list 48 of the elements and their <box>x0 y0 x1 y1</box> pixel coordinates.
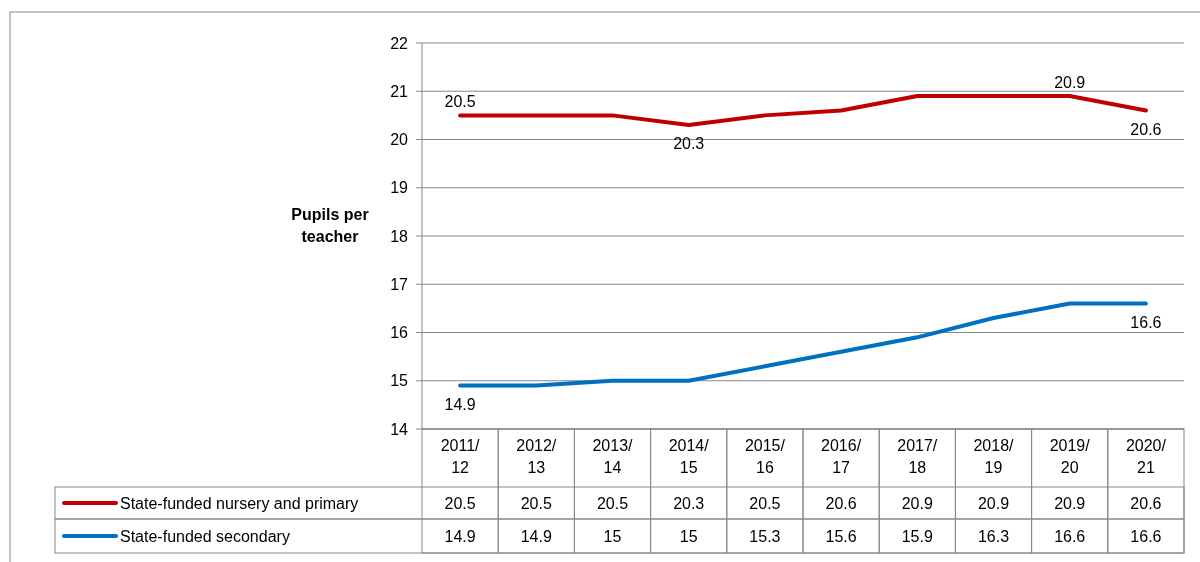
data-label: 16.6 <box>1130 527 1162 545</box>
x-tick-label: 2014/15 <box>668 437 710 476</box>
y-tick-label: 22 <box>390 34 409 52</box>
data-label: 14.9 <box>444 527 476 545</box>
data-label: 20.6 <box>825 494 857 512</box>
data-label: 20.5 <box>596 494 629 512</box>
annotation: 16.6 <box>1130 313 1162 331</box>
data-label: 20.9 <box>1054 494 1086 512</box>
annotation: 20.3 <box>673 135 705 153</box>
data-label: 20.5 <box>444 494 476 512</box>
x-tick-label: 2015/16 <box>744 437 786 476</box>
data-label: 15 <box>603 527 622 545</box>
data-label: 20.3 <box>673 494 705 512</box>
y-tick-label: 16 <box>390 324 409 342</box>
y-tick-label: 19 <box>390 179 409 197</box>
y-tick-label: 14 <box>390 420 409 438</box>
annotation: 14.9 <box>444 395 476 413</box>
data-label: 15.9 <box>901 527 933 545</box>
data-label: 16.3 <box>977 527 1010 545</box>
data-label: 20.9 <box>901 494 933 512</box>
y-tick-label: 18 <box>390 227 409 245</box>
x-tick-label: 2020/21 <box>1125 437 1167 476</box>
annotation: 20.5 <box>444 93 476 111</box>
legend-label: State-funded nursery and primary <box>120 494 359 512</box>
x-tick-label: 2013/14 <box>592 437 634 476</box>
x-tick-label: 2016/17 <box>821 437 862 476</box>
data-label: 14.9 <box>520 527 552 545</box>
data-label: 15.6 <box>825 527 857 545</box>
x-tick-label: 2011/12 <box>440 437 481 476</box>
annotation: 20.9 <box>1054 74 1086 92</box>
y-tick-label: 20 <box>390 131 409 149</box>
data-label: 16.6 <box>1054 527 1086 545</box>
data-label: 20.5 <box>749 494 781 512</box>
data-label: 15 <box>679 527 698 545</box>
data-label: 20.5 <box>520 494 552 512</box>
data-label: 15.3 <box>749 527 781 545</box>
x-tick-label: 2018/19 <box>973 437 1015 476</box>
x-tick-label: 2017/18 <box>897 437 938 476</box>
y-tick-label: 15 <box>390 372 409 390</box>
y-axis-title: Pupils per teacher <box>291 206 369 245</box>
x-tick-label: 2019/20 <box>1049 437 1091 476</box>
data-label: 20.9 <box>977 494 1010 512</box>
y-tick-label: 17 <box>390 275 409 293</box>
x-tick-label: 2012/13 <box>516 437 557 476</box>
legend-label: State-funded secondary <box>120 527 290 545</box>
y-tick-label: 21 <box>390 82 409 100</box>
data-label: 20.6 <box>1130 494 1162 512</box>
annotation: 20.6 <box>1130 120 1162 138</box>
